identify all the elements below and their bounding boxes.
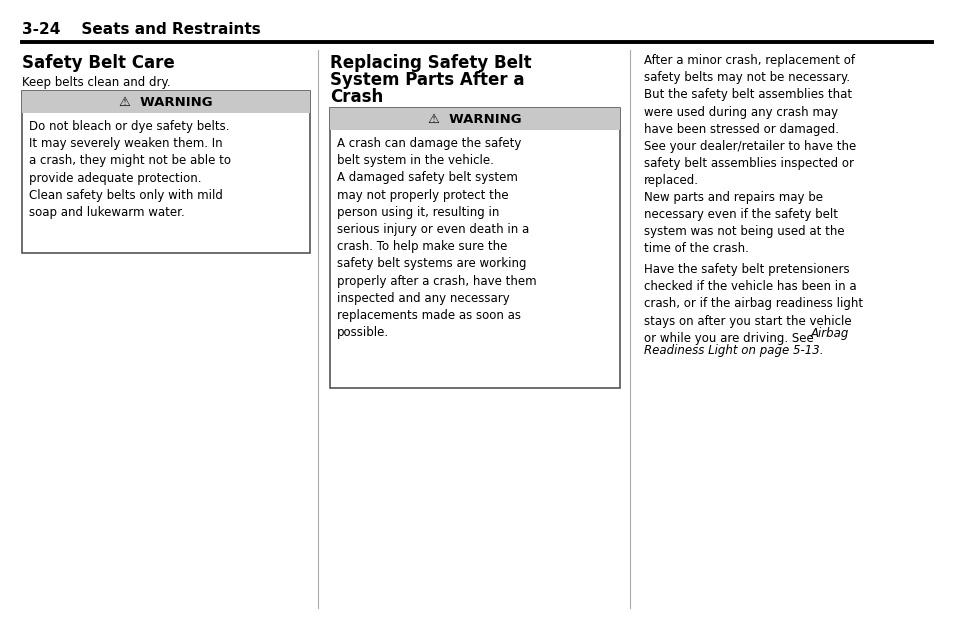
Text: Have the safety belt pretensioners
checked if the vehicle has been in a
crash, o: Have the safety belt pretensioners check… xyxy=(643,263,862,345)
FancyBboxPatch shape xyxy=(330,108,619,130)
Text: Replacing Safety Belt: Replacing Safety Belt xyxy=(330,54,531,72)
Text: System Parts After a: System Parts After a xyxy=(330,71,524,89)
Text: ⚠  WARNING: ⚠ WARNING xyxy=(119,96,213,108)
Text: Safety Belt Care: Safety Belt Care xyxy=(22,54,174,72)
FancyBboxPatch shape xyxy=(330,108,619,388)
Text: After a minor crash, replacement of
safety belts may not be necessary.
But the s: After a minor crash, replacement of safe… xyxy=(643,54,856,188)
Text: Airbag: Airbag xyxy=(810,327,848,341)
Text: New parts and repairs may be
necessary even if the safety belt
system was not be: New parts and repairs may be necessary e… xyxy=(643,191,843,255)
Text: A crash can damage the safety
belt system in the vehicle.
A damaged safety belt : A crash can damage the safety belt syste… xyxy=(336,137,536,339)
FancyBboxPatch shape xyxy=(22,91,310,113)
Text: 3-24    Seats and Restraints: 3-24 Seats and Restraints xyxy=(22,22,260,37)
FancyBboxPatch shape xyxy=(22,91,310,253)
Text: ⚠  WARNING: ⚠ WARNING xyxy=(428,112,521,126)
Text: Do not bleach or dye safety belts.
It may severely weaken them. In
a crash, they: Do not bleach or dye safety belts. It ma… xyxy=(29,120,231,219)
Text: Readiness Light on page 5-13.: Readiness Light on page 5-13. xyxy=(643,343,822,357)
Text: Crash: Crash xyxy=(330,88,383,106)
Text: Keep belts clean and dry.: Keep belts clean and dry. xyxy=(22,76,171,89)
